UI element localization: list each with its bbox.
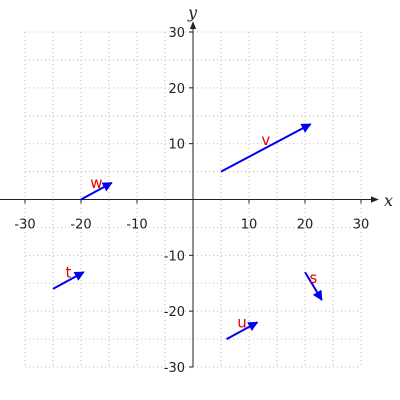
y-tick-label: -30 bbox=[164, 361, 185, 376]
x-axis-label: x bbox=[384, 191, 393, 210]
vector bbox=[226, 321, 259, 340]
vector bbox=[220, 123, 312, 173]
vector bbox=[304, 271, 323, 301]
vector bbox=[80, 181, 113, 201]
vector-label: t bbox=[65, 263, 71, 281]
y-tick-label: 30 bbox=[168, 26, 185, 41]
x-tick-label: 20 bbox=[297, 218, 314, 233]
x-tick-label: -30 bbox=[14, 218, 35, 233]
x-tick-label: -20 bbox=[70, 218, 91, 233]
vector-label: w bbox=[90, 174, 102, 192]
vector-label: u bbox=[237, 314, 247, 332]
vector-label: v bbox=[261, 131, 270, 149]
y-tick-label: 20 bbox=[168, 82, 185, 97]
y-tick-label: -10 bbox=[164, 249, 185, 264]
vector-label: s bbox=[309, 269, 317, 287]
x-tick-label: 10 bbox=[241, 218, 258, 233]
y-tick-label: -20 bbox=[164, 305, 185, 320]
y-axis-label: y bbox=[187, 3, 198, 22]
vector bbox=[52, 271, 85, 290]
y-tick-label: 10 bbox=[168, 138, 185, 153]
x-tick-label: 30 bbox=[353, 218, 370, 233]
x-tick-label: -10 bbox=[126, 218, 147, 233]
